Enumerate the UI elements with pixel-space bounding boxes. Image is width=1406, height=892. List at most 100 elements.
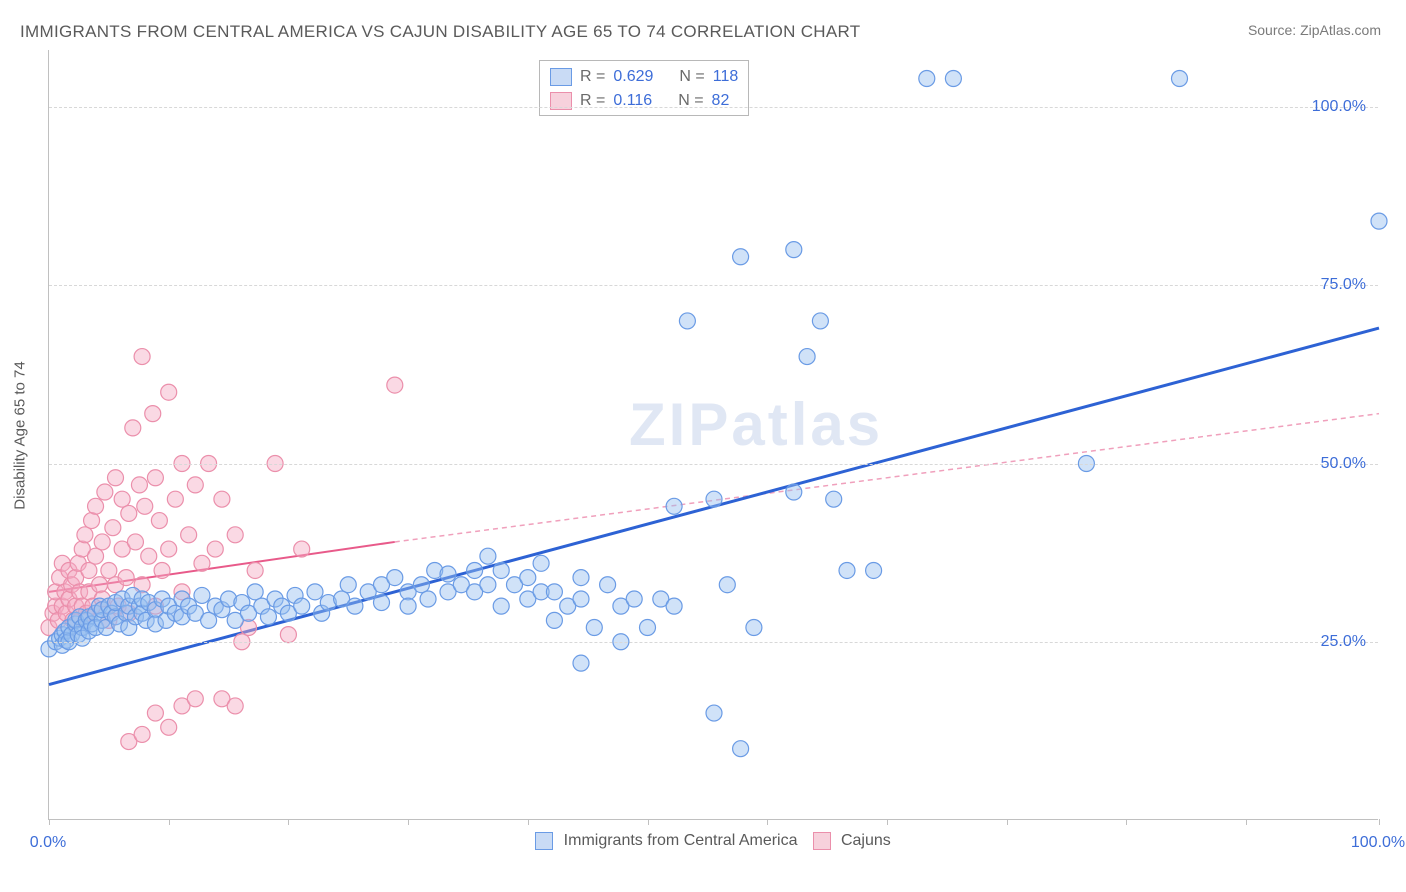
gridline	[49, 107, 1378, 108]
data-point	[640, 620, 656, 636]
x-tick	[1246, 819, 1247, 825]
gridline	[49, 285, 1378, 286]
data-point	[586, 620, 602, 636]
data-point	[145, 406, 161, 422]
data-point	[374, 595, 390, 611]
data-point	[114, 491, 130, 507]
legend-item-series2: Cajuns	[813, 832, 891, 850]
r-value: 0.629	[613, 65, 653, 89]
n-value: 118	[713, 65, 739, 89]
data-point	[134, 726, 150, 742]
legend-row-series1: R = 0.629 N = 118	[550, 65, 738, 89]
data-point	[167, 491, 183, 507]
data-point	[207, 541, 223, 557]
data-point	[546, 612, 562, 628]
data-point	[181, 527, 197, 543]
data-point	[812, 313, 828, 329]
data-point	[799, 349, 815, 365]
data-point	[260, 609, 276, 625]
data-point	[307, 584, 323, 600]
legend-label-series1: Immigrants from Central America	[564, 832, 798, 849]
trendline-cajuns-dashed	[395, 414, 1379, 542]
data-point	[480, 548, 496, 564]
data-point	[387, 377, 403, 393]
data-point	[786, 484, 802, 500]
data-point	[247, 562, 263, 578]
data-point	[294, 541, 310, 557]
data-point	[826, 491, 842, 507]
data-point	[679, 313, 695, 329]
data-point	[118, 570, 134, 586]
x-tick	[648, 819, 649, 825]
data-point	[88, 498, 104, 514]
data-point	[666, 598, 682, 614]
data-point	[733, 741, 749, 757]
y-tick-label: 100.0%	[1312, 98, 1366, 116]
y-tick-label: 25.0%	[1321, 633, 1366, 651]
data-point	[666, 498, 682, 514]
data-point	[1371, 213, 1387, 229]
data-point	[194, 555, 210, 571]
legend-label-series2: Cajuns	[841, 832, 891, 849]
data-point	[706, 705, 722, 721]
data-point	[125, 420, 141, 436]
r-label: R =	[580, 65, 605, 89]
data-point	[440, 566, 456, 582]
data-point	[88, 548, 104, 564]
x-tick	[169, 819, 170, 825]
scatter-svg	[49, 50, 1378, 819]
data-point	[134, 349, 150, 365]
data-point	[280, 627, 296, 643]
y-axis-label: Disability Age 65 to 74	[12, 361, 29, 509]
data-point	[420, 591, 436, 607]
data-point	[108, 470, 124, 486]
data-point	[154, 562, 170, 578]
data-point	[194, 587, 210, 603]
gridline	[49, 464, 1378, 465]
legend-swatch-series1	[535, 832, 553, 850]
data-point	[151, 513, 167, 529]
data-point	[97, 484, 113, 500]
y-tick-label: 50.0%	[1321, 455, 1366, 473]
data-point	[480, 577, 496, 593]
data-point	[77, 527, 93, 543]
chart-title: IMMIGRANTS FROM CENTRAL AMERICA VS CAJUN…	[20, 22, 860, 42]
data-point	[945, 71, 961, 87]
n-label: N =	[678, 89, 703, 113]
data-point	[573, 655, 589, 671]
data-point	[520, 570, 536, 586]
data-point	[866, 562, 882, 578]
data-point	[94, 534, 110, 550]
data-point	[600, 577, 616, 593]
data-point	[294, 598, 310, 614]
x-tick	[1379, 819, 1380, 825]
data-point	[147, 705, 163, 721]
data-point	[839, 562, 855, 578]
gridline	[49, 642, 1378, 643]
data-point	[719, 577, 735, 593]
data-point	[141, 548, 157, 564]
data-point	[467, 562, 483, 578]
legend-row-series2: R = 0.116 N = 82	[550, 89, 738, 113]
data-point	[573, 591, 589, 607]
data-point	[101, 562, 117, 578]
data-point	[201, 612, 217, 628]
data-point	[786, 242, 802, 258]
data-point	[533, 555, 549, 571]
data-point	[1172, 71, 1188, 87]
data-point	[214, 491, 230, 507]
source-label: Source: ZipAtlas.com	[1248, 22, 1381, 38]
data-point	[161, 541, 177, 557]
data-point	[400, 598, 416, 614]
data-point	[706, 491, 722, 507]
x-axis-legend: Immigrants from Central America Cajuns	[48, 832, 1378, 850]
x-tick	[49, 819, 50, 825]
plot-area: ZIPatlas R = 0.629 N = 118 R = 0.116 N =…	[48, 50, 1378, 820]
data-point	[81, 562, 97, 578]
data-point	[105, 520, 121, 536]
legend-swatch-series2	[813, 832, 831, 850]
data-point	[413, 577, 429, 593]
x-tick	[408, 819, 409, 825]
data-point	[247, 584, 263, 600]
data-point	[137, 498, 153, 514]
